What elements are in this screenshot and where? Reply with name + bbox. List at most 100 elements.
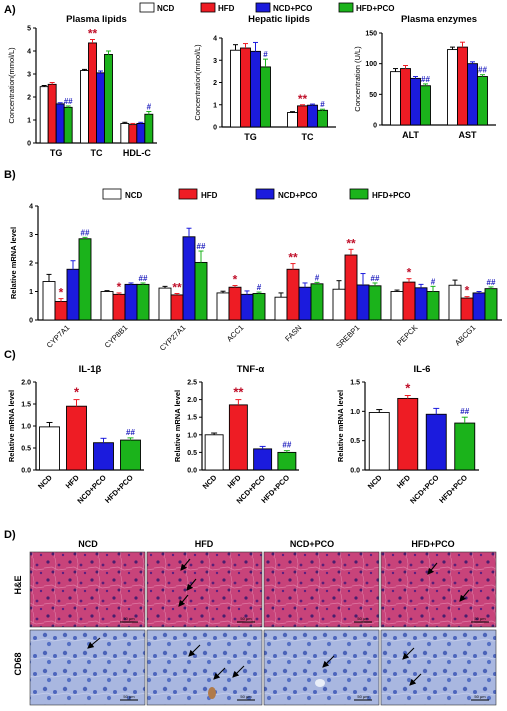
bar (124, 283, 138, 321)
x-tick-label: FASN (283, 323, 303, 343)
y-tick-label: 2.0 (187, 397, 197, 404)
significance-label: ## (197, 242, 206, 251)
y-tick-label: 0 (29, 318, 33, 325)
x-tick-label: ALT (402, 130, 419, 140)
bar (47, 83, 57, 144)
y-axis-label: Relative mRNA level (336, 390, 345, 462)
arrow-icon (427, 562, 438, 575)
y-axis-label: Relative mRNA level (9, 227, 18, 299)
he-image-ncd (29, 551, 146, 628)
hist-row-he: H&E (13, 575, 23, 594)
chart-tnfa: 0.0 0.5 1.0 1.5 2.0 2.5 Relative mRNA level TNF… (173, 364, 299, 505)
bar (317, 109, 328, 128)
significance-label: ** (233, 385, 244, 400)
bar (228, 404, 248, 471)
y-tick-label: 0.0 (21, 468, 31, 475)
he-image-hfd-pco (380, 551, 497, 628)
bar (54, 301, 68, 321)
bar (390, 71, 401, 126)
x-tick-label: ACC1 (225, 323, 246, 344)
bar (287, 112, 298, 128)
y-tick-label: 0 (213, 125, 217, 132)
y-tick-label: 1 (29, 289, 33, 296)
he-image-ncd-pco (263, 551, 380, 628)
bar (477, 76, 488, 126)
bar (136, 283, 150, 321)
bar (390, 291, 404, 321)
y-axis-label: Relative mRNA level (173, 390, 182, 462)
bar (228, 286, 242, 321)
arrows (87, 558, 470, 686)
x-tick-label: NCD+PCO (75, 473, 108, 506)
y-axis-label: Concentration(mmol/L) (7, 47, 16, 124)
x-tick-label: TG (244, 132, 257, 142)
hist-col-hfd: HFD (195, 539, 214, 549)
y-tick-label: 2.0 (21, 380, 31, 387)
legend-a-ncd-pco: NCD+PCO (273, 4, 312, 13)
x-tick-label: HFD+PCO (437, 473, 469, 505)
bar (457, 46, 468, 126)
bar (88, 42, 97, 144)
y-tick-label: 0.0 (350, 468, 360, 475)
arrow-icon (459, 589, 470, 602)
histology-panel: NCD HFD NCD+PCO HFD+PCO H&E CD68 (13, 539, 497, 706)
legend-a-ncd: NCD (157, 4, 175, 13)
x-tick-label: NCD (36, 473, 54, 491)
bar (332, 288, 346, 321)
significance-label: ## (371, 274, 380, 283)
bar (66, 268, 80, 321)
y-tick-label: 0.0 (187, 468, 197, 475)
significance-label: * (405, 380, 411, 395)
chart-title: Plasma enzymes (401, 14, 477, 25)
significance-label: * (465, 284, 470, 298)
y-tick-label: 3 (29, 232, 33, 239)
legend-a: NCD HFD NCD+PCO HFD+PCO (139, 2, 394, 13)
bar (400, 68, 411, 126)
chart-il1b: 0.0 0.5 1.0 1.5 2.0 Relative mRNA level IL-1β N… (7, 364, 144, 505)
x-tick-label: HFD (395, 473, 413, 491)
x-tick-label: CYP8B1 (103, 323, 130, 350)
y-tick-label: 3 (213, 58, 217, 65)
x-tick-label: AST (459, 130, 478, 140)
y-tick-label: 2.5 (187, 380, 197, 387)
bar (252, 293, 266, 321)
significance-label: ** (298, 92, 308, 106)
scale-bar-label: 50 μm (357, 616, 369, 621)
significance-label: # (263, 50, 268, 59)
bar (100, 291, 114, 321)
y-tick-label: 100 (365, 61, 377, 68)
cd68-image-ncd-pco (263, 629, 380, 706)
x-tick-label: NCD+PCO (408, 473, 441, 506)
cd68-vessel (315, 679, 325, 687)
significance-label: ** (346, 236, 356, 250)
bar (80, 70, 89, 144)
x-tick-label: SREBP1 (334, 323, 361, 350)
scale-bar-label: 50 μm (240, 616, 252, 621)
legend-b-ncd-pco: NCD+PCO (278, 191, 317, 200)
x-tick-label: PEPCK (395, 323, 419, 347)
panel-letter-d: D) (4, 529, 16, 541)
bar (307, 104, 318, 128)
arrow-icon (322, 655, 335, 668)
bar (120, 122, 130, 144)
cd68-stain-spot (208, 687, 216, 699)
y-tick-label: 1 (213, 102, 217, 109)
scale-bar-label: 50 μm (357, 694, 369, 699)
significance-label: # (315, 273, 320, 282)
legend-b-ncd: NCD (125, 191, 143, 200)
bar (274, 296, 288, 321)
bar (260, 66, 271, 128)
scale-bar-label: 50 μm (123, 694, 135, 699)
bar (426, 291, 440, 321)
bar (397, 397, 419, 471)
scale-bar-label: 50 μm (240, 694, 252, 699)
chart-title: IL-6 (414, 364, 431, 375)
hist-col-ncd: NCD (78, 539, 98, 549)
y-tick-label: 1.0 (350, 409, 360, 416)
bar (460, 297, 474, 321)
bar (144, 113, 154, 144)
bar (420, 85, 431, 126)
y-tick-label: 1 (27, 118, 31, 125)
scale-bar-label: 50 μm (123, 616, 135, 621)
